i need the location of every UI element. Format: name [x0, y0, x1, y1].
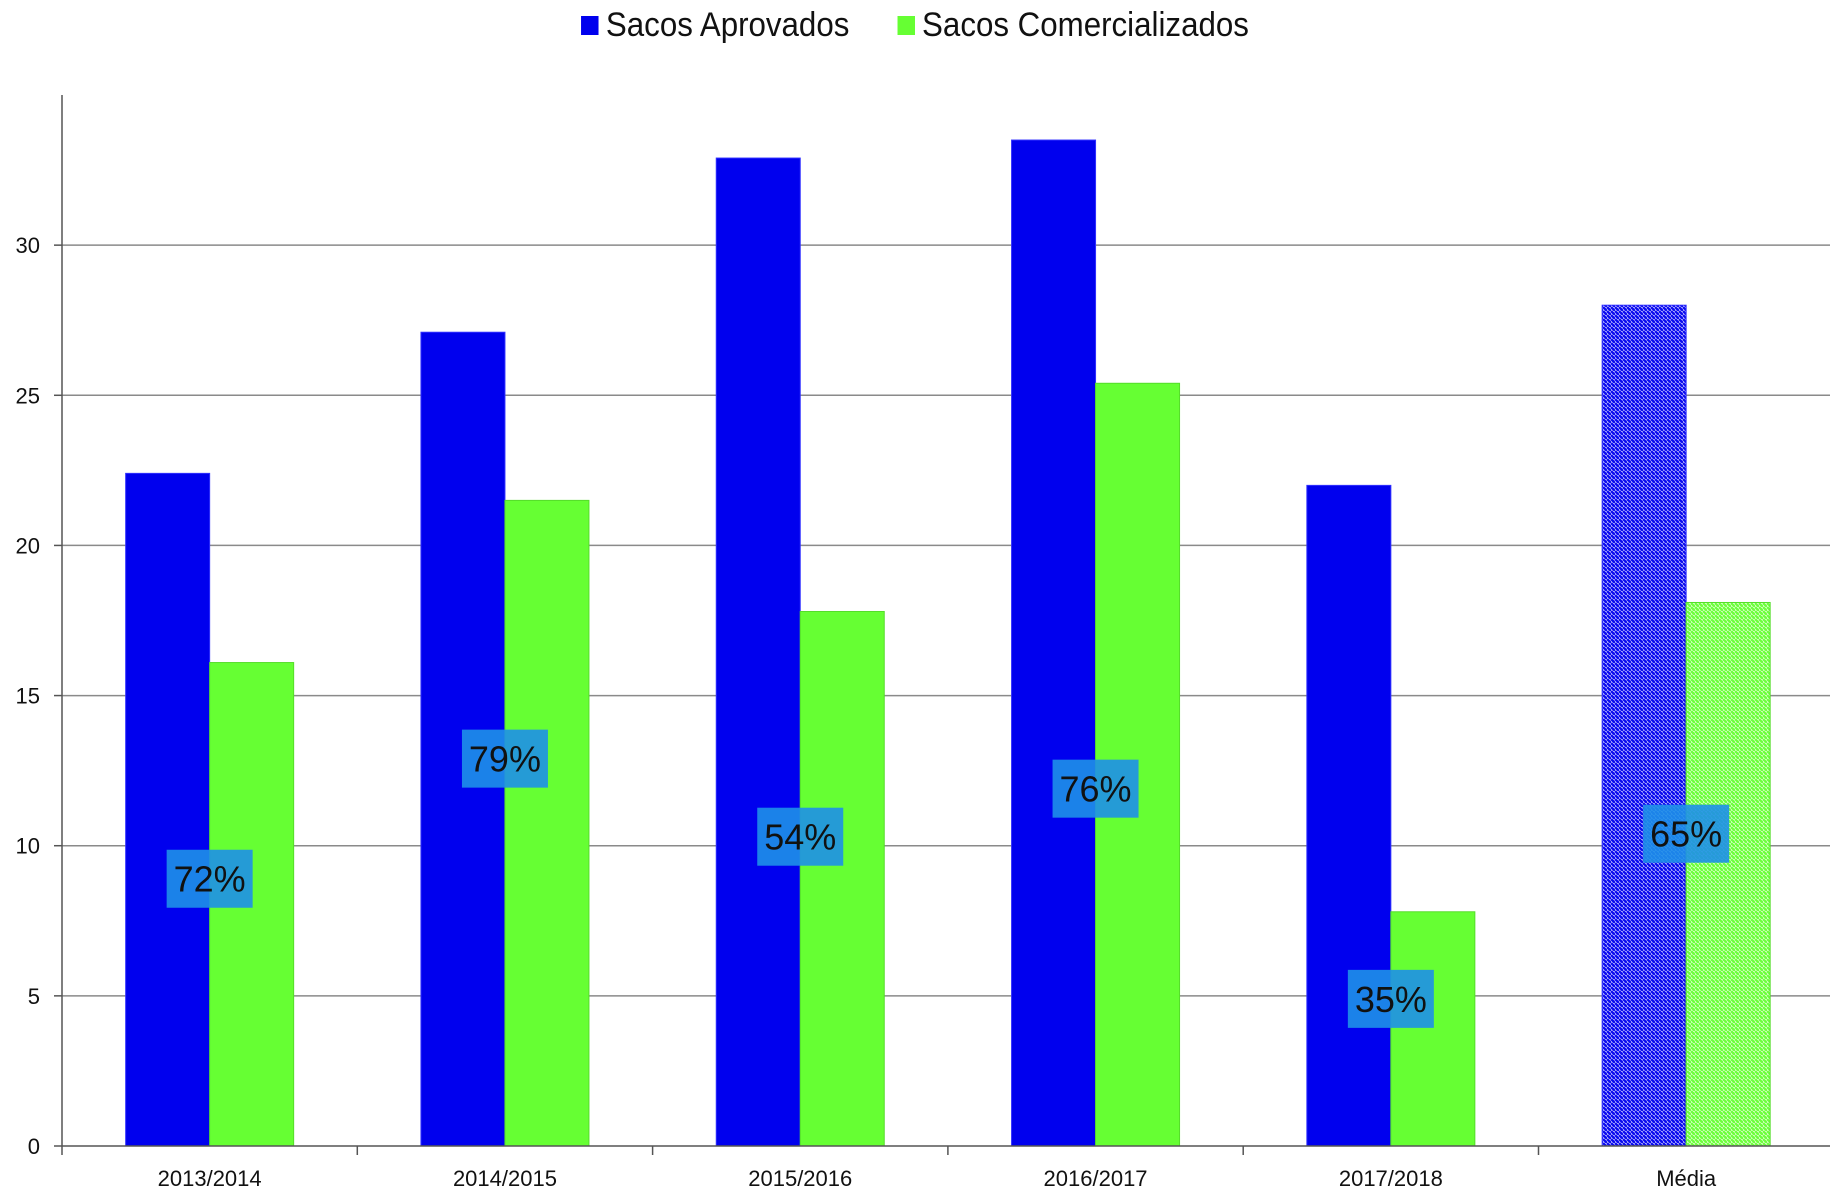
- data-labels: 72% 79% 54% 76% 35% 65%: [166, 729, 1730, 1028]
- percent-label-bg: [757, 807, 844, 866]
- y-tick-label: 0: [28, 1134, 40, 1159]
- x-tick-label: 2017/2018: [1339, 1166, 1443, 1190]
- percent-label-text: 76%: [1060, 769, 1132, 810]
- x-tick-label: Média: [1656, 1166, 1717, 1190]
- percent-label-text: 65%: [1650, 814, 1722, 855]
- y-tick-label: 30: [16, 233, 40, 258]
- x-tick-label: 2013/2014: [158, 1166, 262, 1190]
- bar-comercializados: [1685, 601, 1771, 1147]
- bar-aprovados: [1306, 484, 1392, 1147]
- x-tick-label: 2014/2015: [453, 1166, 557, 1190]
- percent-label-text: 54%: [764, 817, 836, 858]
- percent-label-text: 72%: [174, 859, 246, 900]
- axes: 0 5 10 15 20 25 30 2013/2014 2014/2015 2015/2016 2…: [16, 95, 1830, 1190]
- x-tick-label: 2016/2017: [1044, 1166, 1148, 1190]
- percent-label: 72%: [166, 849, 253, 908]
- percent-label-text: 79%: [469, 739, 541, 780]
- bar-aprovados: [715, 157, 801, 1147]
- percent-label-bg: [166, 849, 253, 908]
- legend-label-aprovados: Sacos Aprovados: [605, 6, 850, 44]
- percent-label: 54%: [757, 807, 844, 866]
- percent-label: 76%: [1052, 759, 1139, 818]
- gridlines: [62, 244, 1830, 997]
- bar-aprovados: [125, 472, 211, 1147]
- legend-swatch-aprovados: [581, 16, 599, 35]
- y-tick-label: 20: [16, 533, 40, 558]
- y-tick-label: 5: [28, 984, 40, 1009]
- legend-item-aprovados: Sacos Aprovados: [581, 6, 849, 45]
- bar-comercializados: [1390, 911, 1476, 1147]
- bar-comercializados: [504, 499, 590, 1147]
- percent-label-bg: [461, 729, 548, 788]
- bars: [125, 139, 1771, 1147]
- percent-label-text: 35%: [1355, 979, 1427, 1020]
- y-tick-label: 25: [16, 383, 40, 408]
- legend: Sacos Aprovados Sacos Comercializados: [73, 6, 1757, 45]
- y-tick-label: 10: [16, 834, 40, 859]
- bar-aprovados: [1601, 304, 1687, 1147]
- percent-label: 79%: [461, 729, 548, 788]
- legend-swatch-comercializados: [897, 16, 915, 35]
- legend-label-comercializados: Sacos Comercializados: [922, 6, 1249, 44]
- percent-label-bg: [1052, 759, 1139, 818]
- percent-label: 65%: [1643, 804, 1730, 863]
- legend-item-comercializados: Sacos Comercializados: [897, 6, 1249, 45]
- bar-comercializados: [799, 610, 885, 1147]
- percent-label-bg: [1347, 969, 1434, 1028]
- bar-aprovados: [1011, 139, 1097, 1147]
- percent-label-bg: [1643, 804, 1730, 863]
- y-tick-label: 15: [16, 684, 40, 709]
- percent-label: 35%: [1347, 969, 1434, 1028]
- x-tick-label: 2015/2016: [748, 1166, 852, 1190]
